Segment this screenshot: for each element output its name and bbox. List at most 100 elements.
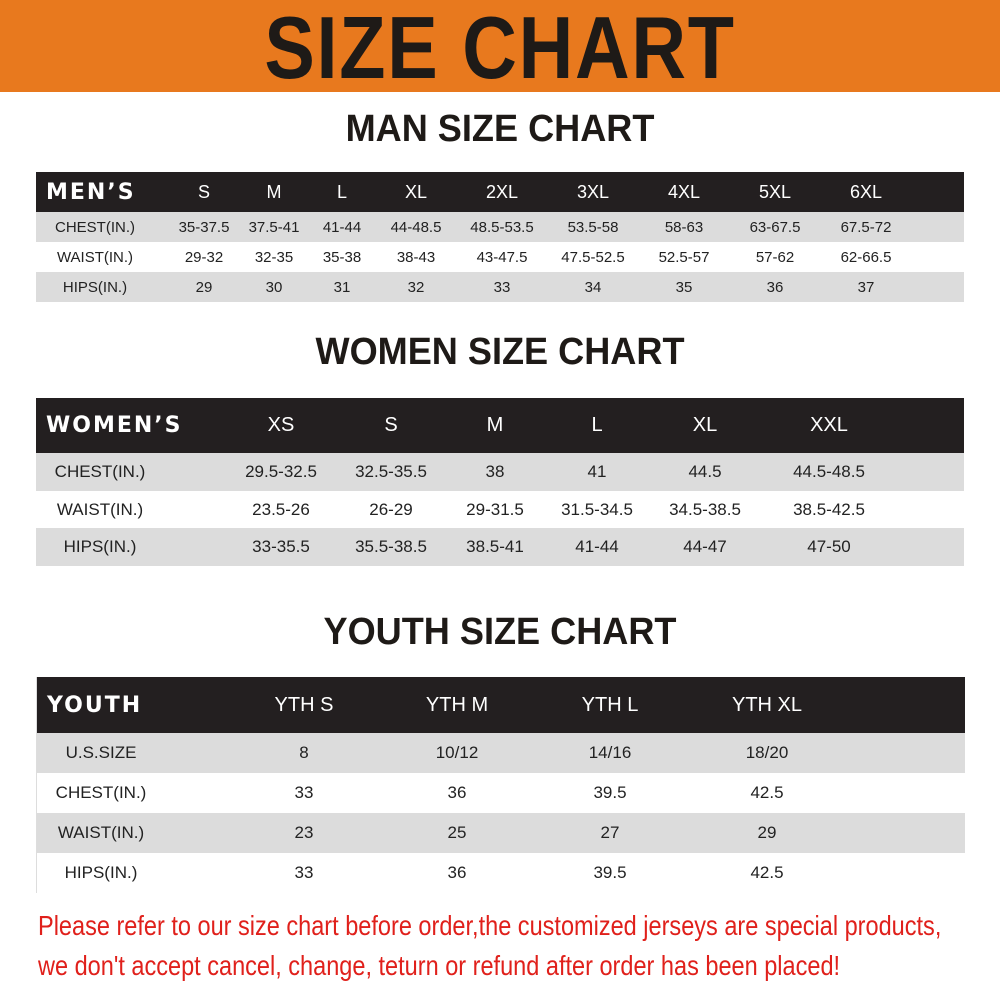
size-value: 29-32	[184, 248, 224, 266]
size-value: 29	[757, 823, 777, 842]
size-value: 31	[333, 278, 351, 296]
size-column-header: L	[591, 414, 603, 436]
size-value: 27	[600, 823, 620, 842]
size-value: 10/12	[435, 743, 479, 762]
size-value: 18/20	[745, 743, 789, 762]
notice-line-2: we don't accept cancel, change, teturn o…	[38, 950, 841, 981]
size-value: 44-48.5	[390, 218, 442, 236]
size-value: 35-38	[322, 248, 362, 266]
size-value: 58-63	[664, 218, 704, 236]
size-value: 37.5-41	[248, 218, 300, 236]
table-header-row: MEN’S S M L XL 2XL 3XL 4XL 5XL 6XL	[36, 172, 964, 212]
size-value: 39.5	[593, 863, 627, 882]
size-column-header: L	[336, 181, 348, 202]
size-value: 32-35	[254, 248, 294, 266]
size-column-header: XL	[692, 414, 718, 436]
size-column-header: 3XL	[576, 181, 610, 202]
size-column-header: YTH L	[581, 693, 639, 716]
size-column-header: YTH XL	[731, 693, 803, 716]
measurement-label: CHEST(IN.)	[55, 218, 135, 236]
size-value: 32	[407, 278, 425, 296]
table-row: U.S.SIZE 8 10/12 14/16 18/20	[37, 733, 965, 773]
size-value: 42.5	[750, 863, 784, 882]
men-section-title: MAN SIZE CHART	[345, 108, 655, 150]
size-value: 38-43	[396, 248, 436, 266]
size-value: 33-35.5	[252, 537, 310, 557]
size-column-header: XS	[267, 414, 295, 436]
size-column-header: YTH S	[274, 693, 334, 716]
youth-section-title: YOUTH SIZE CHART	[323, 611, 677, 653]
size-value: 34.5-38.5	[669, 499, 741, 519]
size-value: 36	[447, 783, 467, 802]
size-value: 44.5-48.5	[793, 461, 865, 481]
size-value: 33	[294, 863, 314, 882]
size-value: 36	[447, 863, 467, 882]
table-header-row: WOMEN’S XS S M L XL XXL	[36, 398, 964, 453]
size-column-header: S	[197, 181, 211, 202]
size-value: 29	[195, 278, 213, 296]
table-row: HIPS(IN.) 33-35.5 35.5-38.5 38.5-41 41-44 44-…	[36, 528, 964, 567]
size-value: 32.5-35.5	[355, 461, 427, 481]
size-column-header: 4XL	[667, 181, 701, 202]
size-value: 38	[485, 461, 505, 481]
page-title: SIZE CHART	[264, 0, 736, 97]
size-column-header: M	[486, 414, 504, 436]
size-value: 31.5-34.5	[561, 499, 633, 519]
size-value: 14/16	[588, 743, 632, 762]
size-column-header: S	[384, 414, 398, 436]
size-value: 41	[587, 461, 607, 481]
size-value: 33	[294, 783, 314, 802]
size-value: 38.5-42.5	[793, 499, 865, 519]
size-value: 29-31.5	[466, 499, 524, 519]
size-value: 43-47.5	[476, 248, 528, 266]
size-value: 30	[265, 278, 283, 296]
size-value: 23	[294, 823, 314, 842]
size-value: 63-67.5	[749, 218, 801, 236]
size-column-header: YTH M	[425, 693, 489, 716]
size-value: 62-66.5	[840, 248, 892, 266]
size-column-header: XL	[404, 181, 428, 202]
women-size-table: WOMEN’S XS S M L XL XXL CHEST(IN.) 29.5-32.5 32.5…	[36, 398, 964, 567]
measurement-label: WAIST(IN.)	[56, 248, 134, 266]
table-row: HIPS(IN.) 29 30 31 32 33 34 35 36 37	[36, 272, 964, 302]
measurement-label: WAIST(IN.)	[56, 499, 144, 519]
measurement-label: CHEST(IN.)	[55, 783, 147, 802]
table-row: HIPS(IN.) 33 36 39.5 42.5	[37, 853, 965, 893]
size-value: 37	[857, 278, 875, 296]
size-value: 52.5-57	[658, 248, 710, 266]
measurement-label: HIPS(IN.)	[63, 537, 137, 557]
youth-size-table: YOUTH YTH S YTH M YTH L YTH XL U.S.SIZE 8 10/12…	[36, 677, 965, 893]
size-value: 29.5-32.5	[245, 461, 317, 481]
size-value: 42.5	[750, 783, 784, 802]
size-value: 44-47	[683, 537, 727, 557]
measurement-label: U.S.SIZE	[65, 743, 137, 762]
size-value: 44.5	[688, 461, 722, 481]
size-column-header: XXL	[810, 414, 848, 436]
size-value: 34	[584, 278, 602, 296]
size-value: 41-44	[575, 537, 619, 557]
table-row: WAIST(IN.) 29-32 32-35 35-38 38-43 43-47.5 47.…	[36, 242, 964, 272]
size-value: 47-50	[807, 537, 851, 557]
size-value: 36	[766, 278, 784, 296]
size-value: 35	[675, 278, 693, 296]
table-row: CHEST(IN.) 33 36 39.5 42.5	[37, 773, 965, 813]
size-value: 48.5-53.5	[470, 218, 534, 236]
size-column-header: 5XL	[758, 181, 792, 202]
measurement-label: HIPS(IN.)	[62, 278, 128, 296]
size-value: 47.5-52.5	[561, 248, 625, 266]
size-value: 25	[447, 823, 467, 842]
size-value: 53.5-58	[567, 218, 619, 236]
table-row: CHEST(IN.) 29.5-32.5 32.5-35.5 38 41 44.5 44.5…	[36, 453, 964, 491]
size-value: 67.5-72	[840, 218, 892, 236]
size-value: 38.5-41	[466, 537, 524, 557]
table-row: CHEST(IN.) 35-37.5 37.5-41 41-44 44-48.5 48.5…	[36, 212, 964, 242]
header-banner	[0, 0, 1000, 92]
size-value: 33	[493, 278, 511, 296]
men-size-table: MEN’S S M L XL 2XL 3XL 4XL 5XL 6XL CHEST(IN.) 35-37…	[36, 172, 964, 302]
table-header-label: WOMEN’S	[46, 413, 183, 438]
measurement-label: WAIST(IN.)	[57, 823, 145, 842]
table-header-label: YOUTH	[47, 692, 143, 718]
measurement-label: CHEST(IN.)	[54, 461, 146, 481]
size-value: 41-44	[322, 218, 362, 236]
measurement-label: HIPS(IN.)	[64, 863, 138, 882]
